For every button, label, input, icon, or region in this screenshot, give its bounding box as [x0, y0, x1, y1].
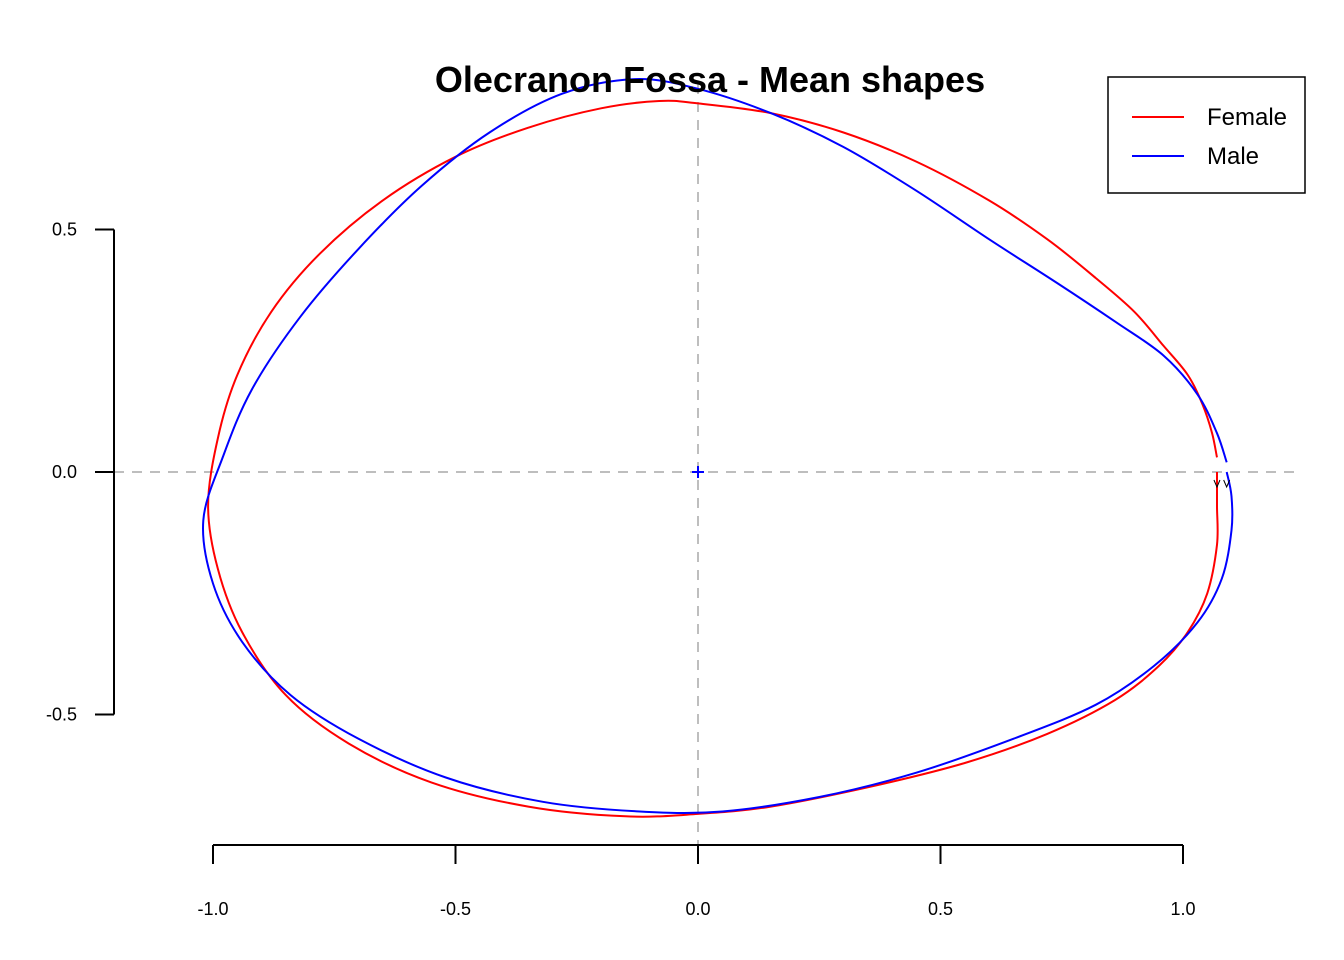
x-tick-label: -1.0: [197, 899, 228, 919]
y-ticks: -0.5 0.0 0.5: [46, 220, 114, 725]
legend-label-male: Male: [1207, 143, 1259, 170]
x-tick-label: 1.0: [1170, 899, 1195, 919]
series-female-direction-arrow: [1213, 479, 1221, 489]
legend-box: [1107, 76, 1306, 194]
x-tick-label: 0.5: [928, 899, 953, 919]
series-male-outline: [201, 78, 1234, 814]
legend: Female Male: [1107, 76, 1306, 194]
centroid-marker: [692, 466, 704, 478]
series-layer: [201, 78, 1234, 818]
x-axis: -1.0 -0.5 0.0 0.5 1.0: [197, 844, 1196, 919]
x-tick-label: 0.0: [685, 899, 710, 919]
y-axis: -0.5 0.0 0.5: [46, 220, 115, 725]
y-tick-label: -0.5: [46, 705, 77, 725]
y-tick-label: 0.5: [52, 220, 77, 240]
x-tick-label: -0.5: [440, 899, 471, 919]
y-tick-label: 0.0: [52, 462, 77, 482]
chart-title: Olecranon Fossa - Mean shapes: [435, 59, 985, 100]
series-male-direction-arrow: [1223, 479, 1231, 489]
x-ticks: -1.0 -0.5 0.0 0.5 1.0: [197, 845, 1196, 919]
legend-label-female: Female: [1207, 104, 1287, 131]
reference-lines: [114, 84, 1300, 845]
series-female-outline: [207, 99, 1219, 818]
